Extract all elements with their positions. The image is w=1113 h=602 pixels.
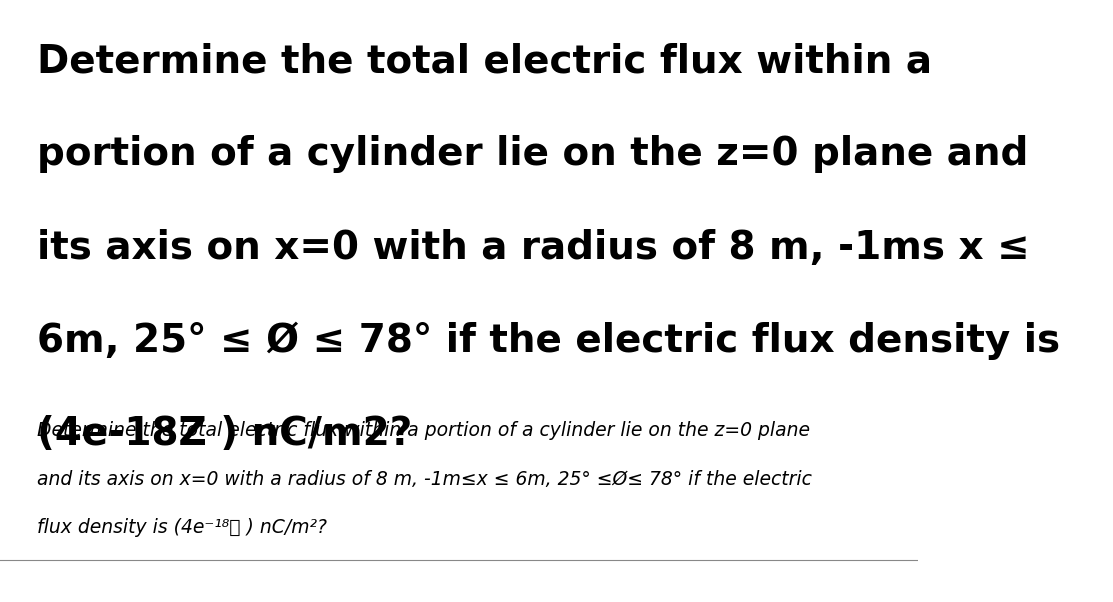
Text: and its axis on x=0 with a radius of 8 m, -1m≤x ≤ 6m, 25° ≤Ø≤ 78° if the electri: and its axis on x=0 with a radius of 8 m… (37, 470, 811, 489)
Text: its axis on x=0 with a radius of 8 m, -1ms x ≤: its axis on x=0 with a radius of 8 m, -1… (37, 229, 1030, 267)
Text: flux density is (4e⁻¹⁸ᵴ ) nC/m²?: flux density is (4e⁻¹⁸ᵴ ) nC/m²? (37, 518, 327, 537)
Text: Determine the total electric flux within a portion of a cylinder lie on the z=0 : Determine the total electric flux within… (37, 421, 810, 441)
Text: portion of a cylinder lie on the z=0 plane and: portion of a cylinder lie on the z=0 pla… (37, 135, 1028, 173)
Text: 6m, 25° ≤ Ø ≤ 78° if the electric flux density is: 6m, 25° ≤ Ø ≤ 78° if the electric flux d… (37, 322, 1060, 361)
Text: Determine the total electric flux within a: Determine the total electric flux within… (37, 42, 932, 80)
Text: (4e-18Z ) nC/m2?: (4e-18Z ) nC/m2? (37, 415, 412, 453)
